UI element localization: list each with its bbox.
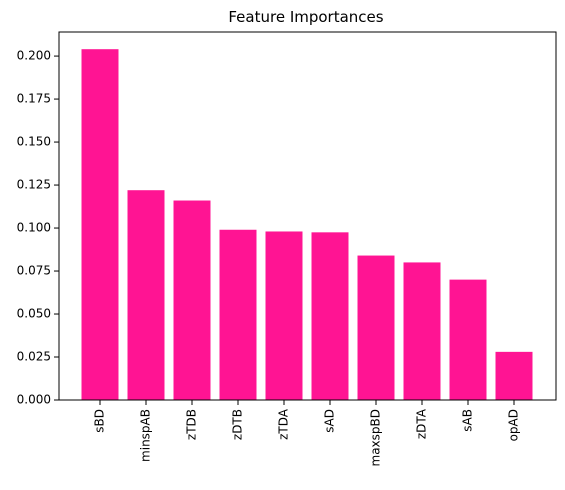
y-tick-label: 0.175 <box>17 92 51 106</box>
bar-sAB <box>449 279 487 400</box>
x-tick-label: sAD <box>323 409 337 433</box>
y-tick-label: 0.200 <box>17 49 51 63</box>
bar-zDTB <box>219 229 257 400</box>
plot-frame <box>58 31 557 401</box>
x-tick-label: minspAB <box>139 409 153 462</box>
x-tick-label: zDTA <box>415 408 429 439</box>
x-tick-label: zDTB <box>231 409 245 440</box>
bar-zTDA <box>265 231 303 400</box>
x-tick-label: sBD <box>93 409 107 433</box>
y-tick-label: 0.100 <box>17 221 51 235</box>
y-tick-label: 0.000 <box>17 393 51 407</box>
bars-layer <box>81 49 533 401</box>
y-tick-label: 0.075 <box>17 264 51 278</box>
bar-sBD <box>81 49 119 401</box>
bar-minspAB <box>127 190 165 400</box>
y-tick-label: 0.125 <box>17 178 51 192</box>
bar-maxspBD <box>357 255 395 400</box>
bar-sAD <box>311 232 349 400</box>
y-tick-label: 0.050 <box>17 307 51 321</box>
bar-zDTA <box>403 262 441 400</box>
x-tick-label: maxspBD <box>369 409 383 467</box>
x-tick-label: zTDB <box>185 409 199 440</box>
y-tick-label: 0.025 <box>17 350 51 364</box>
axes-layer: sBD minspAB zTDB zDTB zTDA sAD maxspBD zDTA sAB o… <box>17 49 521 467</box>
bar-zTDB <box>173 200 211 400</box>
x-tick-label: zTDA <box>277 408 291 440</box>
x-tick-label: sAB <box>461 409 475 432</box>
chart-title: Feature Importances <box>228 8 383 26</box>
x-tick-label: opAD <box>507 409 521 441</box>
bar-opAD <box>495 351 533 400</box>
y-tick-label: 0.150 <box>17 135 51 149</box>
